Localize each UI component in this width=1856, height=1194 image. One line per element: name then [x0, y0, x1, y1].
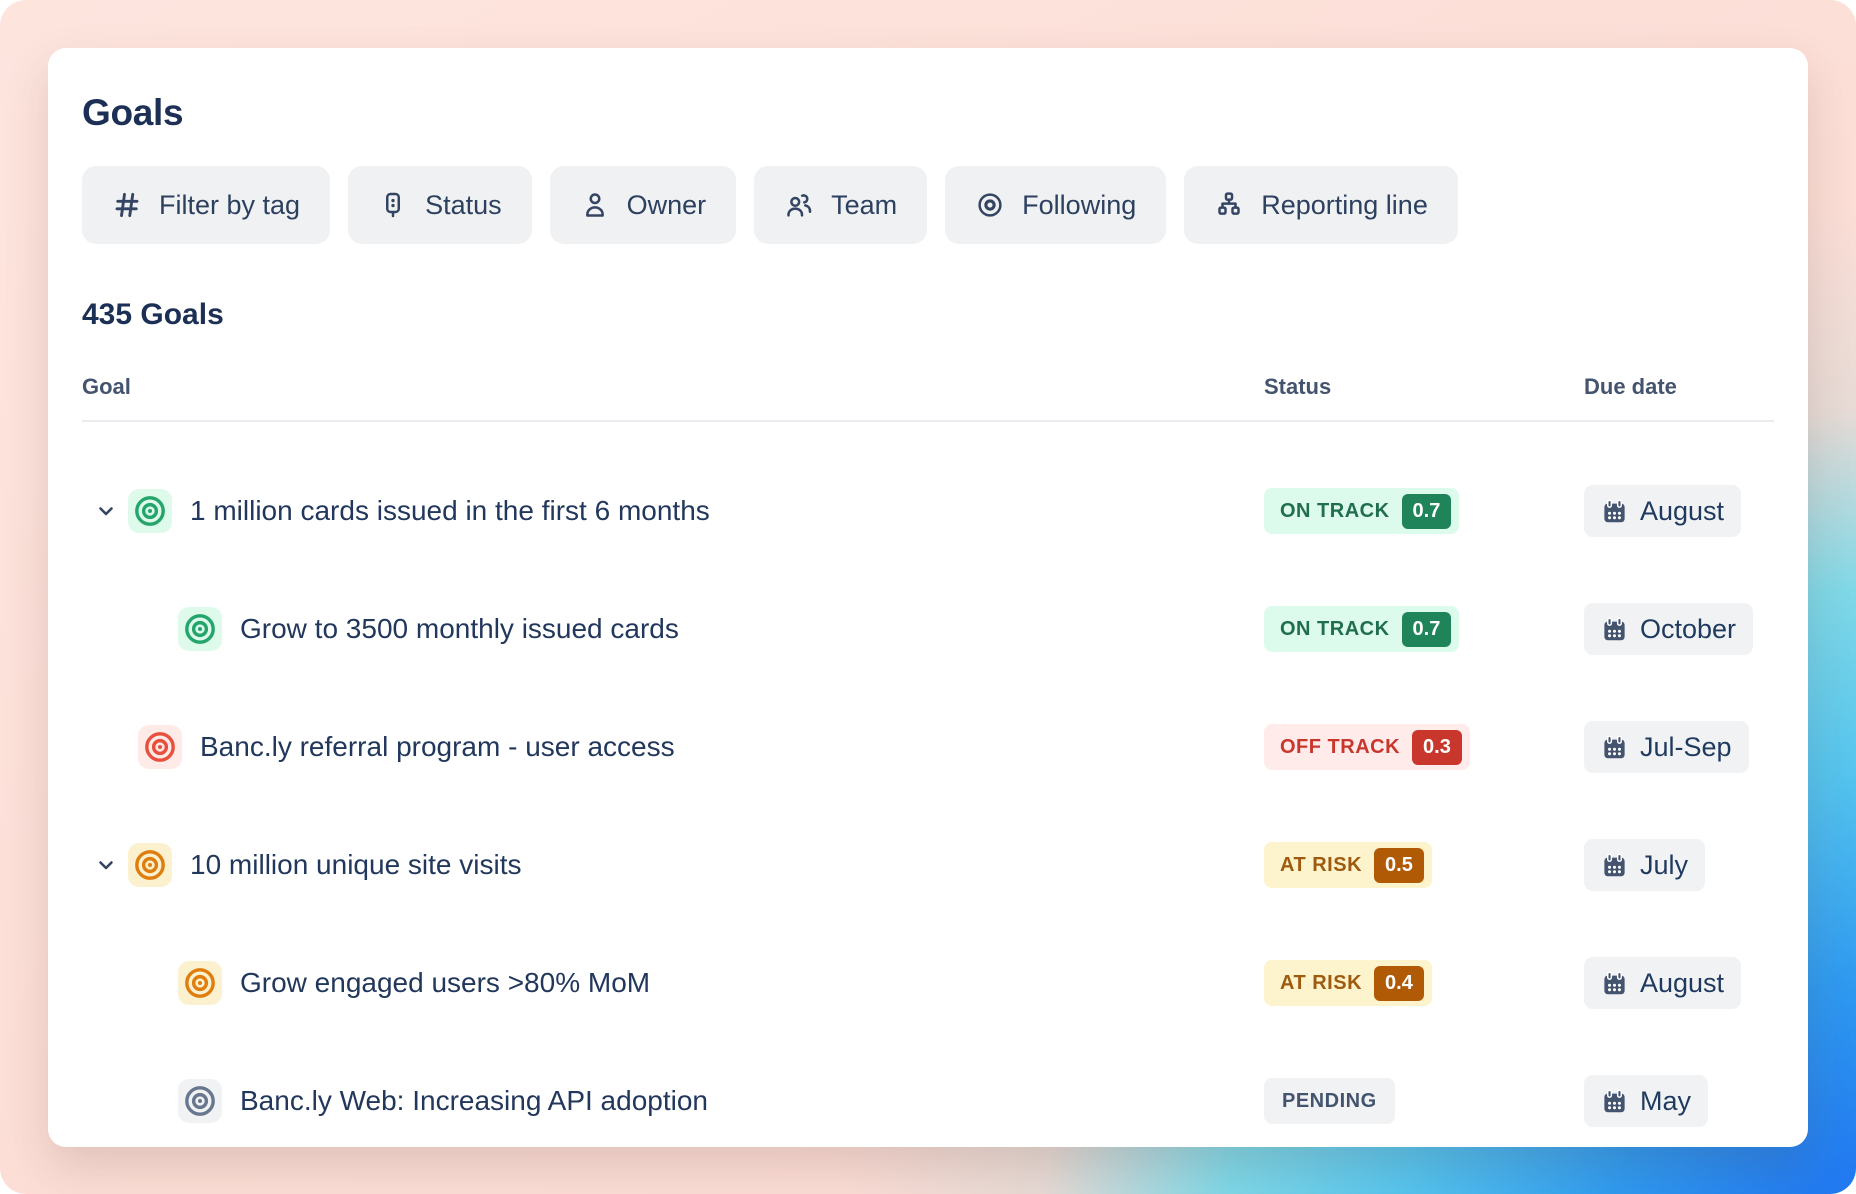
goal-label[interactable]: Banc.ly Web: Increasing API adoption: [240, 1085, 708, 1116]
due-date-chip[interactable]: Jul-Sep: [1584, 721, 1749, 773]
goal-cell: Banc.ly Web: Increasing API adoption: [82, 1079, 1264, 1123]
goal-cell: 1 million cards issued in the first 6 mo…: [82, 489, 1264, 533]
status-score: 0.7: [1401, 611, 1452, 647]
status-badge[interactable]: OFF TRACK 0.3: [1264, 724, 1470, 770]
calendar-icon: [1604, 617, 1625, 640]
chevron-down-icon[interactable]: [94, 499, 118, 523]
calendar-icon: [1604, 499, 1625, 522]
goal-cell: Banc.ly referral program - user access: [82, 725, 1264, 769]
goal-label[interactable]: Grow to 3500 monthly issued cards: [240, 613, 679, 644]
table-header: Goal Status Due date: [82, 374, 1774, 422]
reporting-line-filter-button[interactable]: Reporting line: [1184, 166, 1458, 244]
status-cell: ON TRACK 0.7: [1264, 488, 1584, 534]
table-row[interactable]: 10 million unique site visits AT RISK 0.…: [82, 806, 1774, 924]
goal-cell: 10 million unique site visits: [82, 843, 1264, 887]
team-filter-button[interactable]: Team: [754, 166, 928, 244]
due-date-cell: August: [1584, 485, 1774, 537]
due-date-cell: October: [1584, 603, 1774, 655]
target-icon: [178, 1079, 222, 1123]
table-row[interactable]: Grow engaged users >80% MoM AT RISK 0.4 …: [82, 924, 1774, 1042]
due-date-label: Jul-Sep: [1640, 731, 1732, 762]
goals-panel: Goals Filter by tag Status Owner Team Fo…: [48, 48, 1808, 1147]
status-badge[interactable]: ON TRACK 0.7: [1264, 606, 1460, 652]
status-cell: AT RISK 0.5: [1264, 842, 1584, 888]
due-date-label: May: [1640, 1085, 1692, 1116]
status-cell: OFF TRACK 0.3: [1264, 724, 1584, 770]
target-icon: [178, 961, 222, 1005]
hash-icon: [115, 192, 139, 218]
due-date-cell: July: [1584, 839, 1774, 891]
status-badge[interactable]: AT RISK 0.5: [1264, 842, 1432, 888]
due-date-cell: May: [1584, 1075, 1774, 1127]
filter-bar: Filter by tag Status Owner Team Followin…: [82, 166, 1774, 244]
column-header-goal: Goal: [82, 374, 131, 399]
status-label: AT RISK: [1280, 853, 1363, 876]
status-cell: AT RISK 0.4: [1264, 960, 1584, 1006]
target-icon: [128, 489, 172, 533]
due-date-chip[interactable]: August: [1584, 485, 1742, 537]
column-header-status: Status: [1264, 374, 1332, 399]
status-score: 0.5: [1374, 847, 1424, 883]
status-cell: PENDING: [1264, 1078, 1584, 1124]
due-date-chip[interactable]: August: [1584, 957, 1742, 1009]
status-badge[interactable]: AT RISK 0.4: [1264, 960, 1432, 1006]
team-icon: [787, 194, 812, 217]
status-badge[interactable]: PENDING: [1264, 1078, 1395, 1124]
table-row[interactable]: Grow to 3500 monthly issued cards ON TRA…: [82, 570, 1774, 688]
status-cell: ON TRACK 0.7: [1264, 606, 1584, 652]
status-label: ON TRACK: [1280, 499, 1390, 522]
table-row[interactable]: Banc.ly referral program - user access O…: [82, 688, 1774, 806]
chevron-down-icon[interactable]: [94, 853, 118, 877]
status-score: 0.7: [1401, 493, 1452, 529]
column-header-due: Due date: [1584, 374, 1677, 399]
due-date-label: July: [1640, 849, 1689, 880]
status-badge[interactable]: ON TRACK 0.7: [1264, 488, 1460, 534]
target-icon: [178, 607, 222, 651]
due-date-chip[interactable]: May: [1584, 1075, 1709, 1127]
following-icon: [978, 193, 1002, 217]
status-filter-button[interactable]: Status: [348, 166, 532, 244]
target-icon: [128, 843, 172, 887]
goal-count: 435 Goals: [82, 298, 224, 331]
reporting-line-icon: [1218, 192, 1240, 215]
table-row[interactable]: 1 million cards issued in the first 6 mo…: [82, 452, 1774, 570]
due-date-label: October: [1640, 613, 1737, 644]
goal-label[interactable]: 10 million unique site visits: [190, 849, 522, 880]
following-filter-button[interactable]: Following: [945, 166, 1167, 244]
due-date-chip[interactable]: October: [1584, 603, 1754, 655]
goal-list: 1 million cards issued in the first 6 mo…: [82, 452, 1774, 1147]
status-label: ON TRACK: [1280, 617, 1390, 640]
owner-icon: [585, 193, 604, 217]
status-score: 0.3: [1412, 729, 1462, 765]
status-label: OFF TRACK: [1280, 735, 1401, 758]
table-row[interactable]: Banc.ly Web: Increasing API adoption PEN…: [82, 1042, 1774, 1147]
status-icon: [386, 192, 401, 218]
filter-by-tag-button[interactable]: Filter by tag: [82, 166, 331, 244]
goal-label[interactable]: Banc.ly referral program - user access: [200, 731, 675, 762]
goal-label[interactable]: Grow engaged users >80% MoM: [240, 967, 651, 998]
status-label: AT RISK: [1280, 971, 1363, 994]
due-date-label: August: [1640, 967, 1725, 998]
status-label: PENDING: [1282, 1089, 1377, 1112]
due-date-cell: Jul-Sep: [1584, 721, 1774, 773]
goal-label[interactable]: 1 million cards issued in the first 6 mo…: [190, 495, 710, 526]
goal-cell: Grow to 3500 monthly issued cards: [82, 607, 1264, 651]
calendar-icon: [1604, 853, 1625, 876]
goal-cell: Grow engaged users >80% MoM: [82, 961, 1264, 1005]
page-title: Goals: [82, 92, 184, 133]
due-date-cell: August: [1584, 957, 1774, 1009]
calendar-icon: [1604, 971, 1625, 994]
due-date-chip[interactable]: July: [1584, 839, 1706, 891]
calendar-icon: [1604, 1089, 1625, 1112]
calendar-icon: [1604, 735, 1625, 758]
owner-filter-button[interactable]: Owner: [549, 166, 737, 244]
due-date-label: August: [1640, 495, 1725, 526]
status-score: 0.4: [1374, 965, 1424, 1001]
target-icon: [138, 725, 182, 769]
